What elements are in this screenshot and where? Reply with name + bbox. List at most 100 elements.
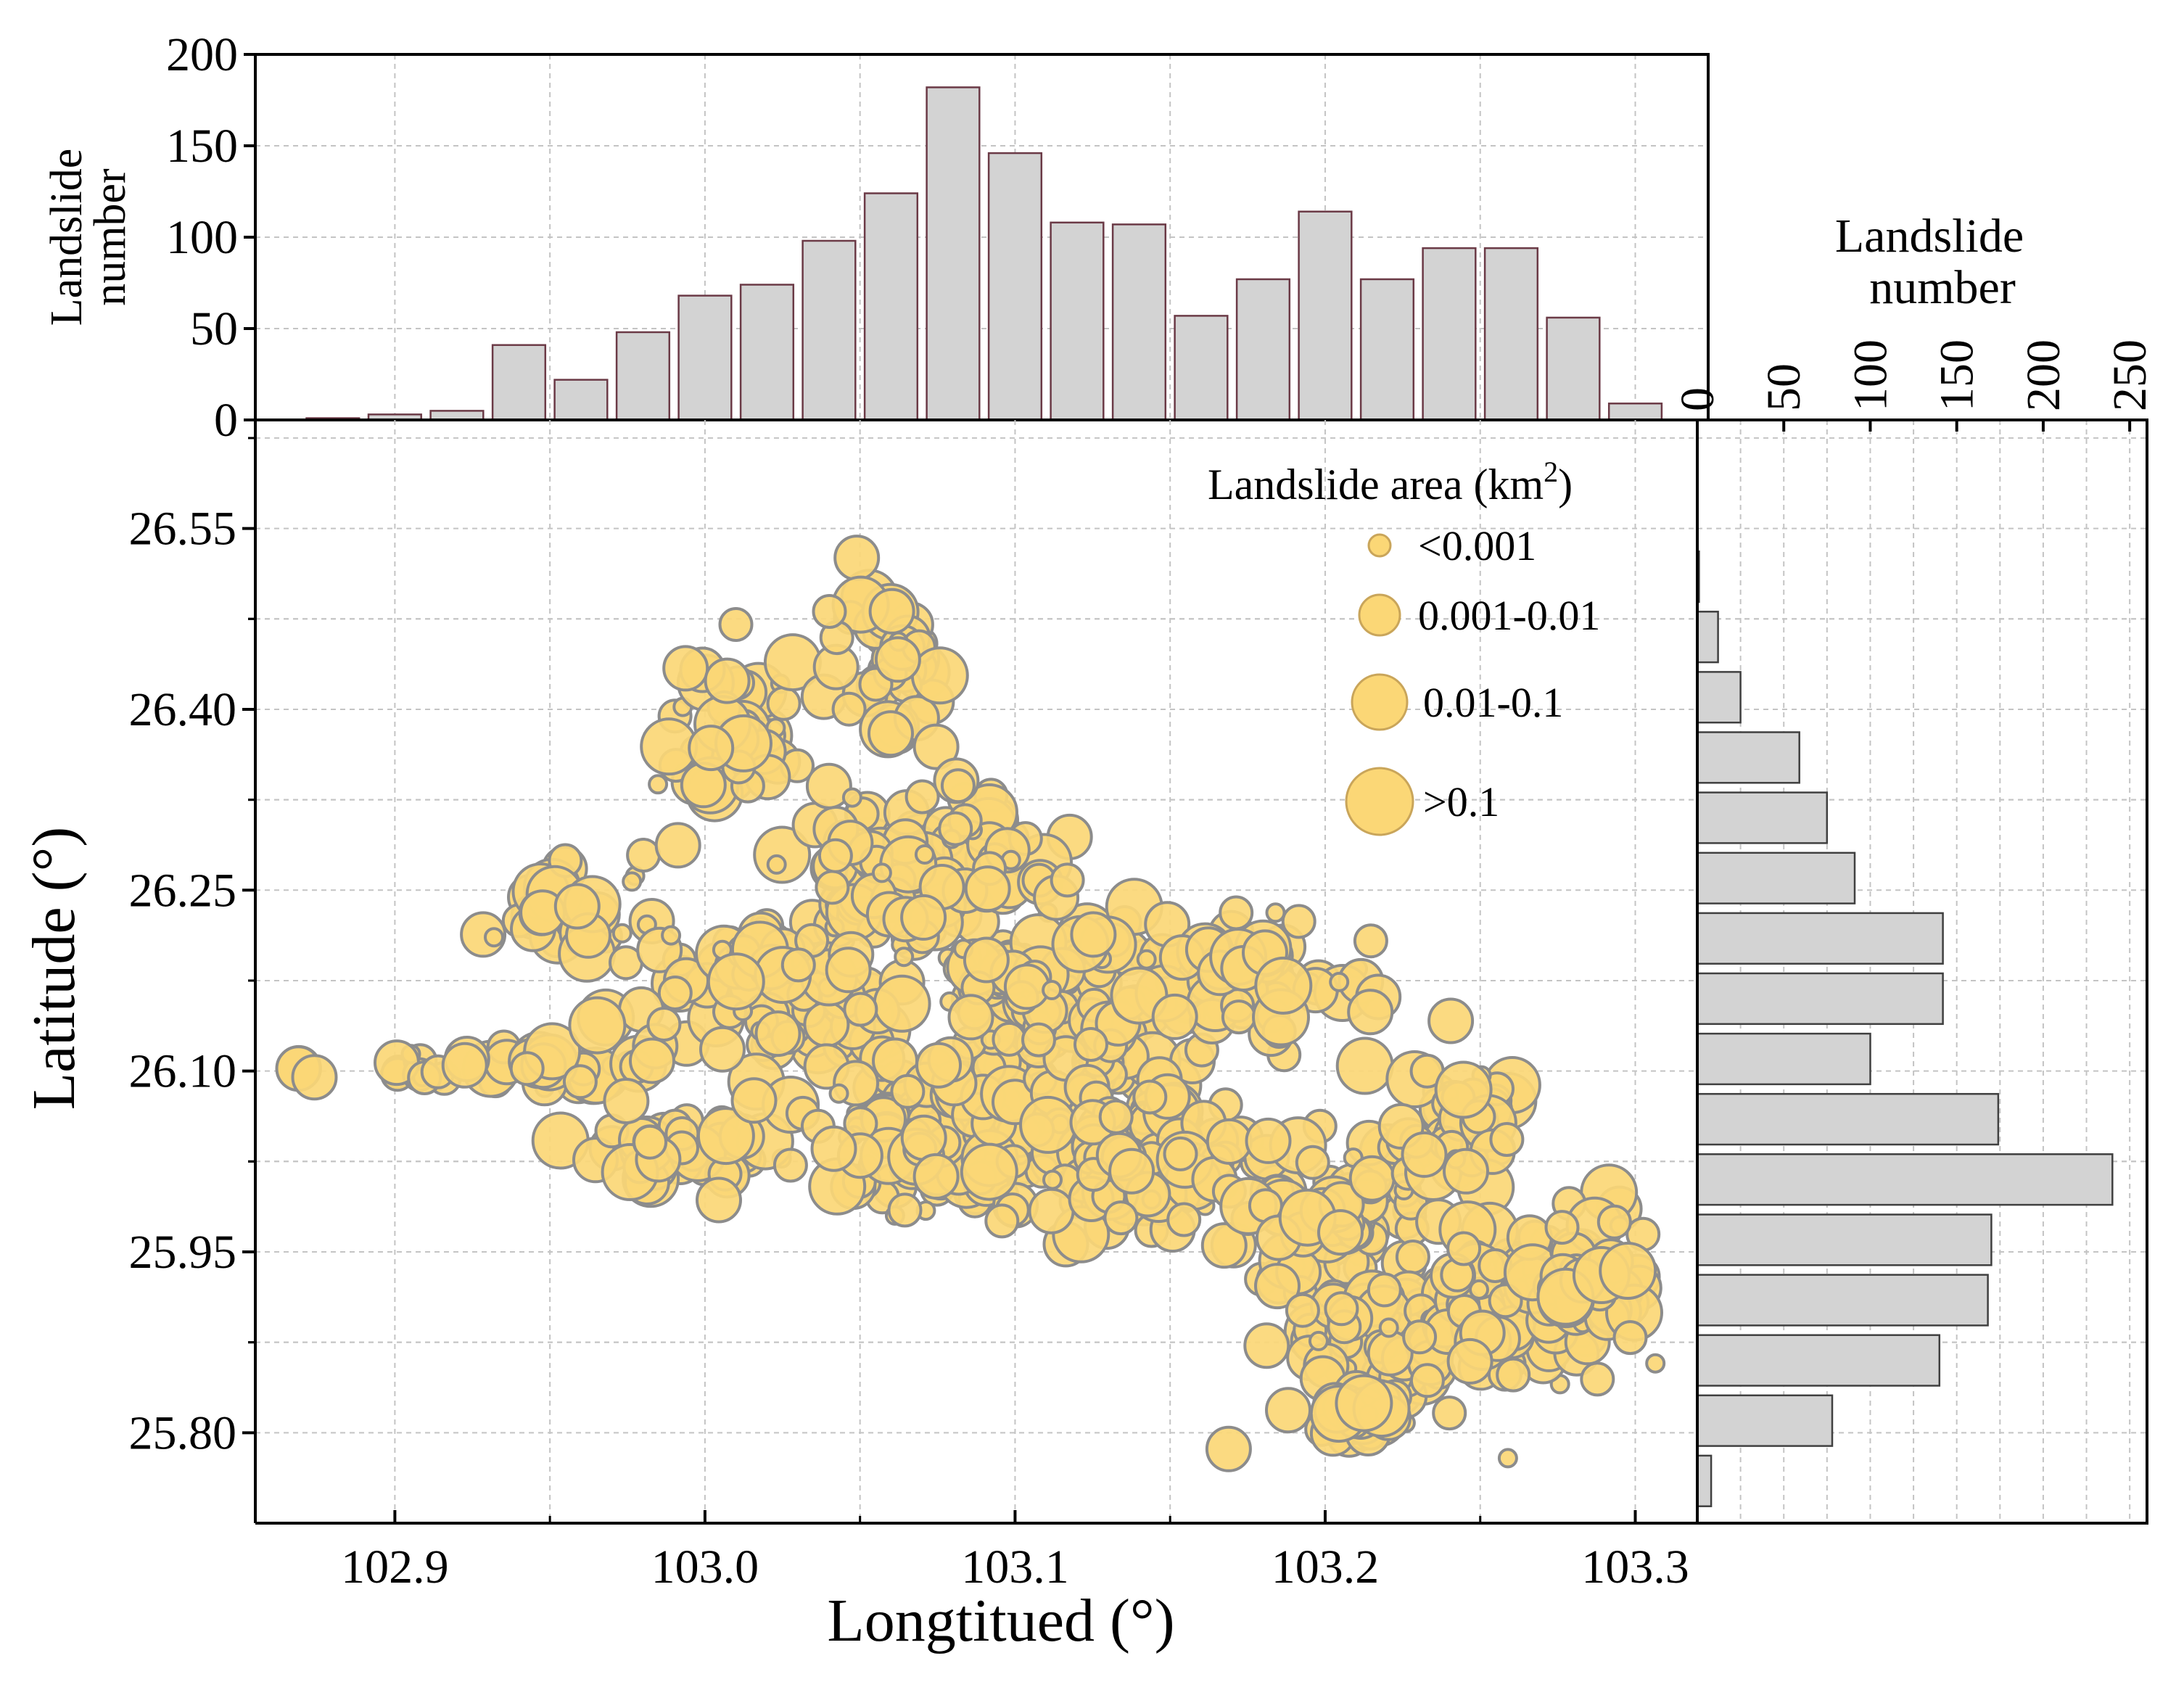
landslide-point [1265, 902, 1286, 923]
landslide-point [1367, 1272, 1402, 1308]
landslide-point [1469, 1279, 1489, 1300]
top-histogram-bar [1174, 315, 1229, 421]
top-histogram-ylabel-line2: number [86, 168, 135, 306]
landslide-point [772, 1147, 808, 1183]
landslide-point [626, 838, 662, 873]
landslide-point [900, 894, 947, 941]
landslide-point [1042, 980, 1063, 1000]
right-histogram-xtick-label: 200 [2017, 339, 2070, 411]
main-map-xlabel: Longtitued (°) [827, 1587, 1174, 1654]
landslide-point [873, 974, 931, 1033]
right-histogram-xtick-label: 0 [1671, 387, 1724, 411]
top-histogram-bar [491, 344, 547, 421]
right-histogram-xlabel-line1: Landslide [1835, 210, 2024, 263]
landslide-point [441, 1042, 488, 1089]
landslide-point [484, 927, 504, 948]
top-histogram-ytick-label: 150 [166, 120, 238, 173]
top-histogram-ytick-label: 100 [166, 211, 238, 264]
landslide-point [662, 645, 709, 692]
landslide-point [805, 762, 852, 809]
top-histogram-bars [305, 86, 1663, 421]
landslide-point [868, 710, 914, 757]
landslide-point [603, 1078, 650, 1124]
landslide-point [912, 723, 960, 770]
right-histogram-bars [1696, 550, 2114, 1507]
landslide-point [1645, 1353, 1666, 1374]
landslide-point [654, 822, 701, 869]
top-histogram-bar [1546, 316, 1601, 421]
landslide-point [984, 1203, 1020, 1239]
landslide-point [1496, 1357, 1531, 1393]
landslide-point [688, 725, 735, 772]
right-histogram-xlabel-line2: number [1869, 261, 2016, 314]
right-histogram-xtick-label: 250 [2103, 339, 2156, 411]
landslide-point [1335, 1374, 1393, 1432]
landslide-point [718, 607, 754, 642]
landslide-point [1132, 1079, 1168, 1115]
landslide-point [868, 588, 915, 635]
main-map-xtick-label: 103.2 [1272, 1541, 1380, 1594]
landslide-point [1019, 1095, 1077, 1154]
top-histogram-bar [1298, 210, 1353, 421]
legend-marker-3 [1351, 673, 1409, 731]
legend-marker-1 [1367, 533, 1392, 558]
landslide-point [706, 952, 765, 1011]
landslide-point [815, 870, 850, 905]
landslide-point [1446, 1231, 1482, 1266]
legend-label-1: <0.001 [1418, 522, 1536, 569]
landslide-point [629, 1037, 675, 1084]
landslide-point [1151, 993, 1198, 1040]
main-map-ytick-label: 26.10 [129, 1045, 237, 1098]
landslide-point [766, 854, 787, 875]
landslide-point [1432, 1396, 1467, 1431]
top-histogram-bar [926, 86, 981, 421]
landslide-point [871, 862, 892, 883]
main-map-ytick-label: 26.25 [129, 864, 237, 917]
right-histogram-bar [1696, 671, 1742, 724]
legend-marker-4 [1345, 767, 1414, 836]
landslide-point [1443, 1147, 1489, 1195]
landslide-point [841, 787, 862, 808]
landslide-point [1497, 1448, 1518, 1469]
size-legend: Landslide area (km2) <0.001 0.001-0.01 0… [1208, 455, 1600, 836]
landslide-point [1378, 1317, 1399, 1338]
right-histogram-xtick-label: 50 [1757, 363, 1810, 411]
landslide-point [825, 947, 872, 994]
top-histogram-bar [553, 379, 609, 421]
landslide-point [1042, 1169, 1063, 1190]
right-histogram-x-ticks: 0 50 100 150 200 250 [1671, 339, 2156, 432]
top-histogram-bar [1050, 221, 1105, 421]
landslide-point [831, 691, 867, 727]
top-histogram-bar [739, 284, 795, 421]
landslide-point [1163, 1136, 1198, 1171]
landslide-point [915, 1042, 962, 1089]
landslide-point [661, 925, 682, 946]
landslide-point [1281, 904, 1316, 939]
top-histogram: 0 50 100 150 200 Landslide number [42, 28, 1710, 447]
landslide-point [1599, 1242, 1657, 1300]
landslide-point [1243, 1322, 1290, 1369]
landslide-point [696, 1176, 742, 1224]
landslide-point [960, 1142, 1018, 1201]
main-map-ylabel: Latitude (°) [20, 827, 88, 1110]
landslide-point [1348, 1155, 1396, 1202]
landslide-point [1021, 1022, 1056, 1058]
legend-title: Landslide area (km2) [1208, 455, 1573, 508]
landslide-point [1098, 1099, 1134, 1134]
legend-label-4: >0.1 [1423, 778, 1499, 825]
top-histogram-ylabel-line1: Landslide [42, 149, 91, 326]
top-histogram-bar [863, 192, 919, 421]
top-histogram-bar [1422, 247, 1477, 421]
right-histogram-bar [1696, 731, 1800, 784]
landslide-point [1285, 1293, 1320, 1328]
landslide-point [947, 994, 994, 1041]
top-histogram-ytick-label: 50 [190, 302, 238, 355]
landslide-point [1254, 956, 1313, 1015]
main-map-ytick-label: 26.40 [129, 683, 237, 736]
landslide-point [900, 1114, 947, 1161]
landslide-point [780, 947, 816, 983]
top-histogram-bar [1607, 403, 1663, 421]
landslide-point [509, 1051, 545, 1087]
landslide-point [914, 844, 935, 865]
